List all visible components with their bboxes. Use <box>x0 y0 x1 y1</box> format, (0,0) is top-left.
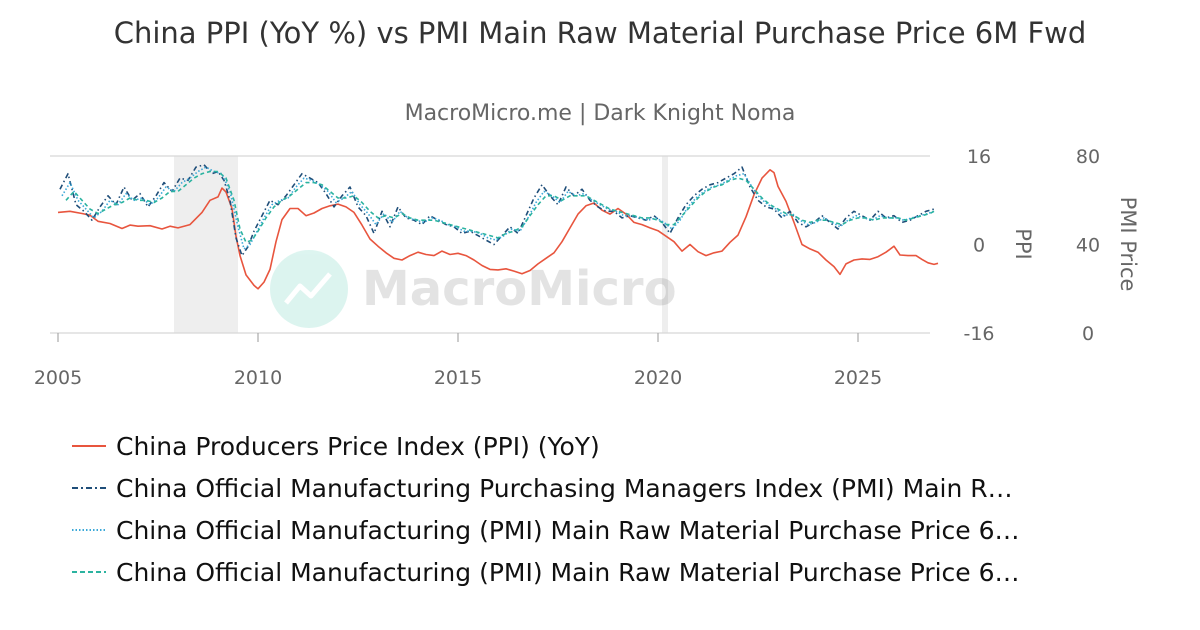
legend-swatch-ppi <box>72 445 106 447</box>
gridlines <box>50 155 930 334</box>
x-tick-label: 2010 <box>234 367 282 389</box>
watermark-logo-icon <box>270 250 348 328</box>
right-axis-title: PMI Price <box>1116 197 1140 292</box>
legend-label: China Producers Price Index (PPI) (YoY) <box>116 431 600 461</box>
x-tick-label: 2025 <box>834 367 882 389</box>
x-tick-label: 2005 <box>34 367 82 389</box>
right-y-tick-label: 80 <box>1076 146 1100 168</box>
macromicro-watermark: MacroMicro <box>270 250 677 328</box>
chart-legend: China Producers Price Index (PPI) (YoY) … <box>72 425 1020 593</box>
series-line-1 <box>57 169 939 290</box>
series-line-4 <box>65 170 935 244</box>
x-tick-label: 2015 <box>434 367 482 389</box>
left-y-tick-label: -16 <box>963 323 994 345</box>
shaded-period-1 <box>174 156 238 333</box>
legend-item-pmi[interactable]: China Official Manufacturing Purchasing … <box>72 467 1020 509</box>
legend-item-ppi[interactable]: China Producers Price Index (PPI) (YoY) <box>72 425 1020 467</box>
series-lines <box>57 164 939 290</box>
watermark-text: MacroMicro <box>362 261 677 317</box>
legend-label: China Official Manufacturing (PMI) Main … <box>116 515 1020 545</box>
left-y-tick-label: 0 <box>973 235 985 257</box>
legend-swatch-pmi-fwd-dotted <box>72 529 106 531</box>
legend-swatch-pmi-fwd-dashed <box>72 571 106 573</box>
chart-subtitle: MacroMicro.me | Dark Knight Noma <box>404 101 796 126</box>
right-y-tick-label: 0 <box>1082 323 1094 345</box>
axis-ticks: 2005 2010 2015 2020 2025 16 0 -16 80 40 0 <box>34 146 1100 389</box>
shaded-period-2 <box>662 156 668 333</box>
watermark-logo-mark <box>284 272 332 305</box>
legend-item-pmi-fwd-dotted[interactable]: China Official Manufacturing (PMI) Main … <box>72 509 1020 551</box>
x-tick-label: 2020 <box>634 367 682 389</box>
legend-swatch-pmi <box>72 487 106 489</box>
left-y-tick-label: 16 <box>967 146 991 168</box>
chart-title: China PPI (YoY %) vs PMI Main Raw Materi… <box>113 16 1087 50</box>
legend-label: China Official Manufacturing (PMI) Main … <box>116 557 1020 587</box>
series-line-3 <box>61 166 935 250</box>
series-line-2 <box>59 164 935 257</box>
legend-item-pmi-fwd-dashed[interactable]: China Official Manufacturing (PMI) Main … <box>72 551 1020 593</box>
right-y-tick-label: 40 <box>1076 235 1100 257</box>
left-axis-title: PPI <box>1011 228 1035 260</box>
legend-label: China Official Manufacturing Purchasing … <box>116 473 1013 503</box>
